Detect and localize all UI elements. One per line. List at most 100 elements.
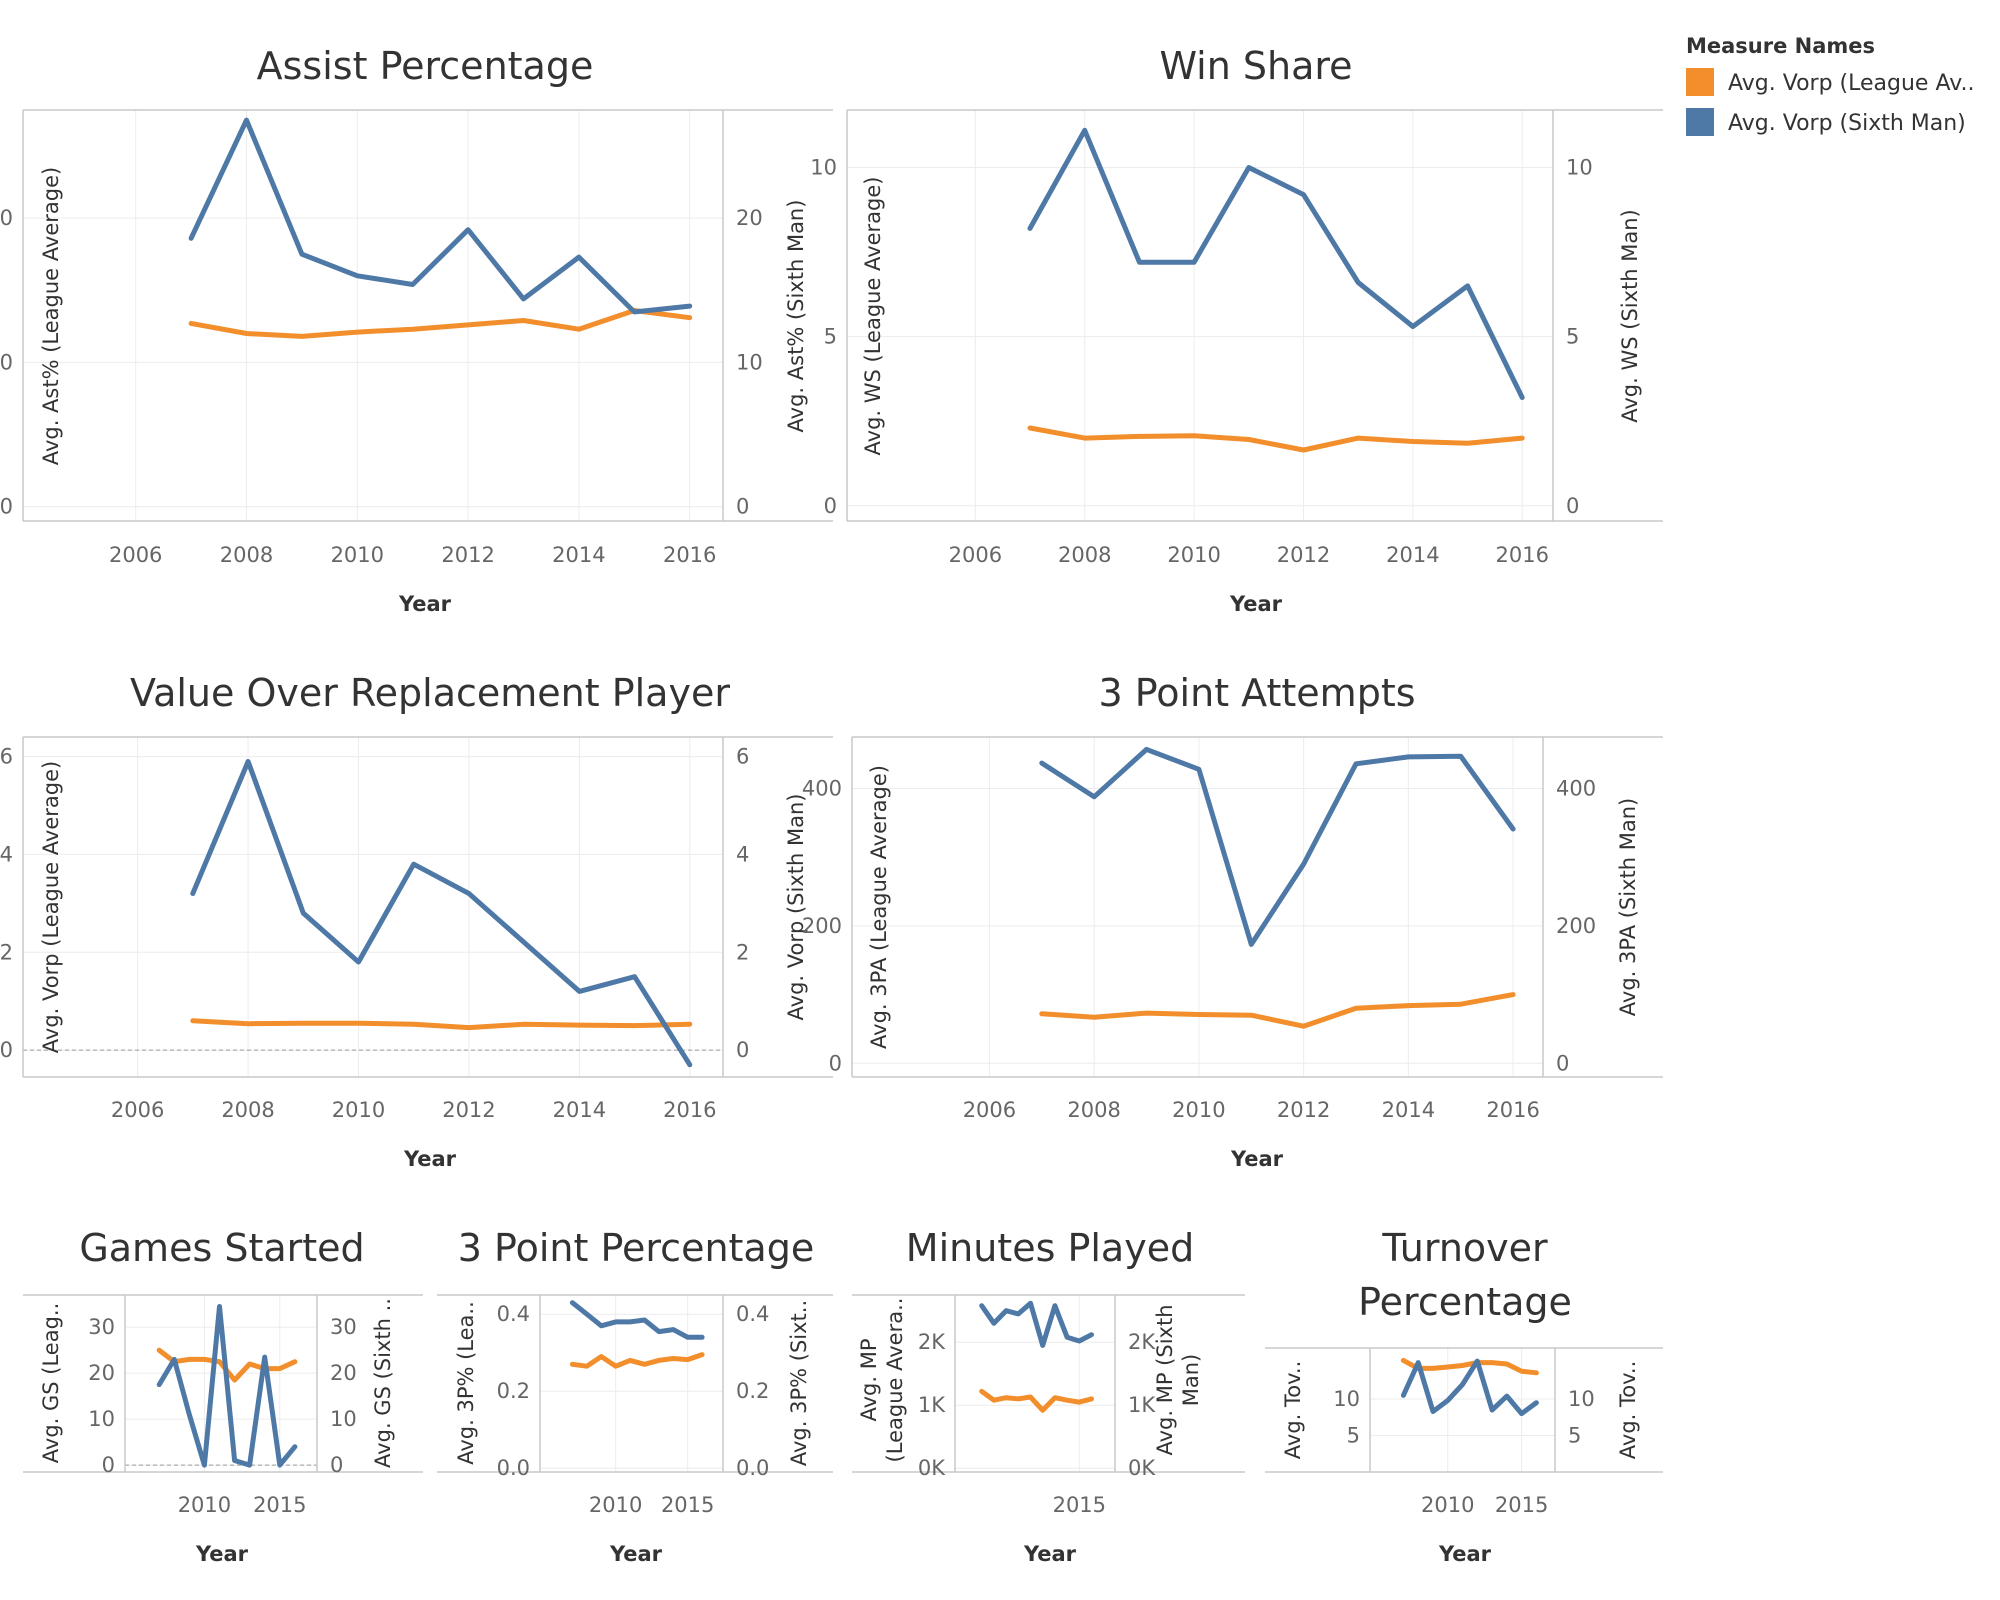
x-tick-label: 2015: [253, 1493, 306, 1517]
x-axis-label: Year: [195, 1542, 249, 1566]
series-line-sixth-man[interactable]: [156, 1304, 298, 1468]
x-tick-label: 2010: [331, 543, 384, 567]
chart-three-point-percentage: 3 Point Percentage 0.0 0.0 0.2 0.2 0.4 0.4 2010…: [437, 1226, 833, 1566]
y-axis-label-right: Avg. 3PA (Sixth Man): [1616, 798, 1640, 1016]
y-tick-label-left: 6: [0, 745, 13, 769]
chart-assist-percentage: Assist Percentage 0 0 10 10 20 20 2006 2008 2010 2…: [0, 44, 833, 616]
series-line-league-average[interactable]: [1039, 992, 1516, 1029]
y-tick-label-right: 0: [330, 1453, 343, 1477]
x-tick-label: 2010: [1172, 1098, 1225, 1122]
y-tick-label-right: 0.4: [736, 1302, 769, 1326]
x-tick-label: 2012: [441, 543, 494, 567]
x-tick-label: 2006: [949, 543, 1002, 567]
x-tick-label: 2010: [1167, 543, 1220, 567]
y-tick-label-left: 2: [0, 940, 13, 964]
y-axis-label-left: Avg. 3PA (League Average): [867, 765, 891, 1049]
x-tick-label: 2015: [661, 1493, 714, 1517]
y-axis-label-right: Avg. 3P% (Sixt..: [787, 1300, 811, 1466]
y-tick-label-right: 20: [736, 206, 763, 230]
y-tick-label-right: 0K: [1128, 1456, 1156, 1480]
series-line-sixth-man[interactable]: [979, 1300, 1094, 1348]
x-axis-label: Year: [1229, 592, 1283, 616]
x-tick-label: 2008: [1058, 543, 1111, 567]
chart-games-started: Games Started 0 0 10 10 20 20 30 30 2010 2015 Year A…: [23, 1226, 423, 1566]
y-tick-label-left: 2K: [918, 1330, 946, 1354]
chart-title: Turnover: [1381, 1226, 1548, 1270]
y-tick-label-left: 0: [0, 1038, 13, 1062]
legend: Measure Names Avg. Vorp (League Av.. Avg…: [1686, 34, 1975, 136]
y-axis-label-right: Man): [1179, 1354, 1203, 1407]
x-tick-label: 2014: [552, 543, 605, 567]
series-line-league-average[interactable]: [979, 1388, 1094, 1413]
y-tick-label-right: 200: [1556, 914, 1596, 938]
series-line-sixth-man[interactable]: [188, 117, 693, 315]
x-tick-label: 2012: [442, 1098, 495, 1122]
y-tick-label-left: 10: [88, 1407, 115, 1431]
x-tick-label: 2016: [663, 1098, 716, 1122]
y-tick-label-left: 10: [0, 350, 13, 374]
series-line-league-average[interactable]: [1400, 1357, 1539, 1376]
x-axis-label: Year: [1023, 1542, 1077, 1566]
chart-turnover-percentage: Turnover Percentage 5 5 10 10 2010 2015 Year Avg.…: [1265, 1226, 1663, 1566]
x-tick-label: 2010: [1421, 1493, 1474, 1517]
y-tick-label-left: 1K: [918, 1393, 946, 1417]
chart-minutes-played: Minutes Played 0K 0K 1K 1K 2K 2K 2015 Year Avg. M…: [852, 1226, 1245, 1566]
legend-swatch-sixth-man: [1686, 108, 1714, 136]
chart-title: 3 Point Percentage: [458, 1226, 814, 1270]
x-tick-label: 2014: [1386, 543, 1439, 567]
y-tick-label-right: 6: [736, 745, 749, 769]
y-tick-label-right: 2: [736, 940, 749, 964]
y-tick-label-right: 5: [1566, 325, 1579, 349]
x-tick-label: 2008: [1067, 1098, 1120, 1122]
y-tick-label-right: 400: [1556, 777, 1596, 801]
y-tick-label-left: 4: [0, 842, 13, 866]
x-axis-label: Year: [398, 592, 452, 616]
x-axis-label: Year: [1438, 1542, 1492, 1566]
y-tick-label-right: 5: [1568, 1424, 1581, 1448]
series-line-league-average[interactable]: [188, 308, 693, 339]
y-tick-label-left: 30: [88, 1315, 115, 1339]
y-tick-label-left: 5: [1347, 1424, 1360, 1448]
x-tick-label: 2014: [553, 1098, 606, 1122]
y-tick-label-right: 0: [1566, 494, 1579, 518]
x-tick-label: 2016: [663, 543, 716, 567]
x-axis-label: Year: [1230, 1147, 1284, 1171]
series-line-sixth-man[interactable]: [569, 1300, 705, 1340]
chart-title: Minutes Played: [906, 1226, 1194, 1270]
y-axis-label-left: Avg. WS (League Average): [861, 177, 885, 456]
y-axis-label-left: Avg. Ast% (League Average): [39, 167, 63, 465]
legend-label-sixth-man: Avg. Vorp (Sixth Man): [1728, 111, 1966, 136]
y-axis-label-right: Avg. WS (Sixth Man): [1618, 209, 1642, 423]
y-tick-label-right: 10: [1568, 1387, 1595, 1411]
y-tick-label-right: 2K: [1128, 1330, 1156, 1354]
y-tick-label-left: 10: [810, 156, 837, 180]
x-axis-label: Year: [609, 1542, 663, 1566]
x-tick-label: 2006: [109, 543, 162, 567]
x-tick-label: 2010: [178, 1493, 231, 1517]
y-tick-label-right: 10: [1566, 156, 1593, 180]
y-tick-label-right: 0: [736, 1038, 749, 1062]
chart-title: Value Over Replacement Player: [130, 671, 730, 715]
charts-layer: Assist Percentage00101020202006200820102…: [0, 44, 1663, 1566]
series-line-league-average[interactable]: [569, 1352, 705, 1369]
series-line-league-average[interactable]: [190, 1018, 693, 1031]
x-tick-label: 2016: [1486, 1098, 1539, 1122]
series-line-league-average[interactable]: [1027, 425, 1525, 453]
legend-item-sixth-man[interactable]: Avg. Vorp (Sixth Man): [1686, 108, 1966, 136]
y-tick-label-left: 200: [802, 914, 842, 938]
series-line-sixth-man[interactable]: [190, 759, 693, 1068]
series-line-sixth-man[interactable]: [1027, 127, 1525, 400]
x-tick-label: 2014: [1382, 1098, 1435, 1122]
chart-title: Percentage: [1358, 1280, 1572, 1324]
legend-swatch-league-average: [1686, 68, 1714, 96]
x-tick-label: 2008: [221, 1098, 274, 1122]
series-line-sixth-man[interactable]: [1039, 746, 1516, 947]
x-tick-label: 2016: [1496, 543, 1549, 567]
x-tick-label: 2012: [1277, 543, 1330, 567]
legend-item-league-average[interactable]: Avg. Vorp (League Av..: [1686, 68, 1975, 96]
x-tick-label: 2006: [111, 1098, 164, 1122]
y-tick-label-left: 0: [102, 1453, 115, 1477]
y-axis-label-right: Avg. Ast% (Sixth Man): [784, 200, 808, 433]
x-tick-label: 2010: [589, 1493, 642, 1517]
series-line-sixth-man[interactable]: [1400, 1358, 1539, 1417]
